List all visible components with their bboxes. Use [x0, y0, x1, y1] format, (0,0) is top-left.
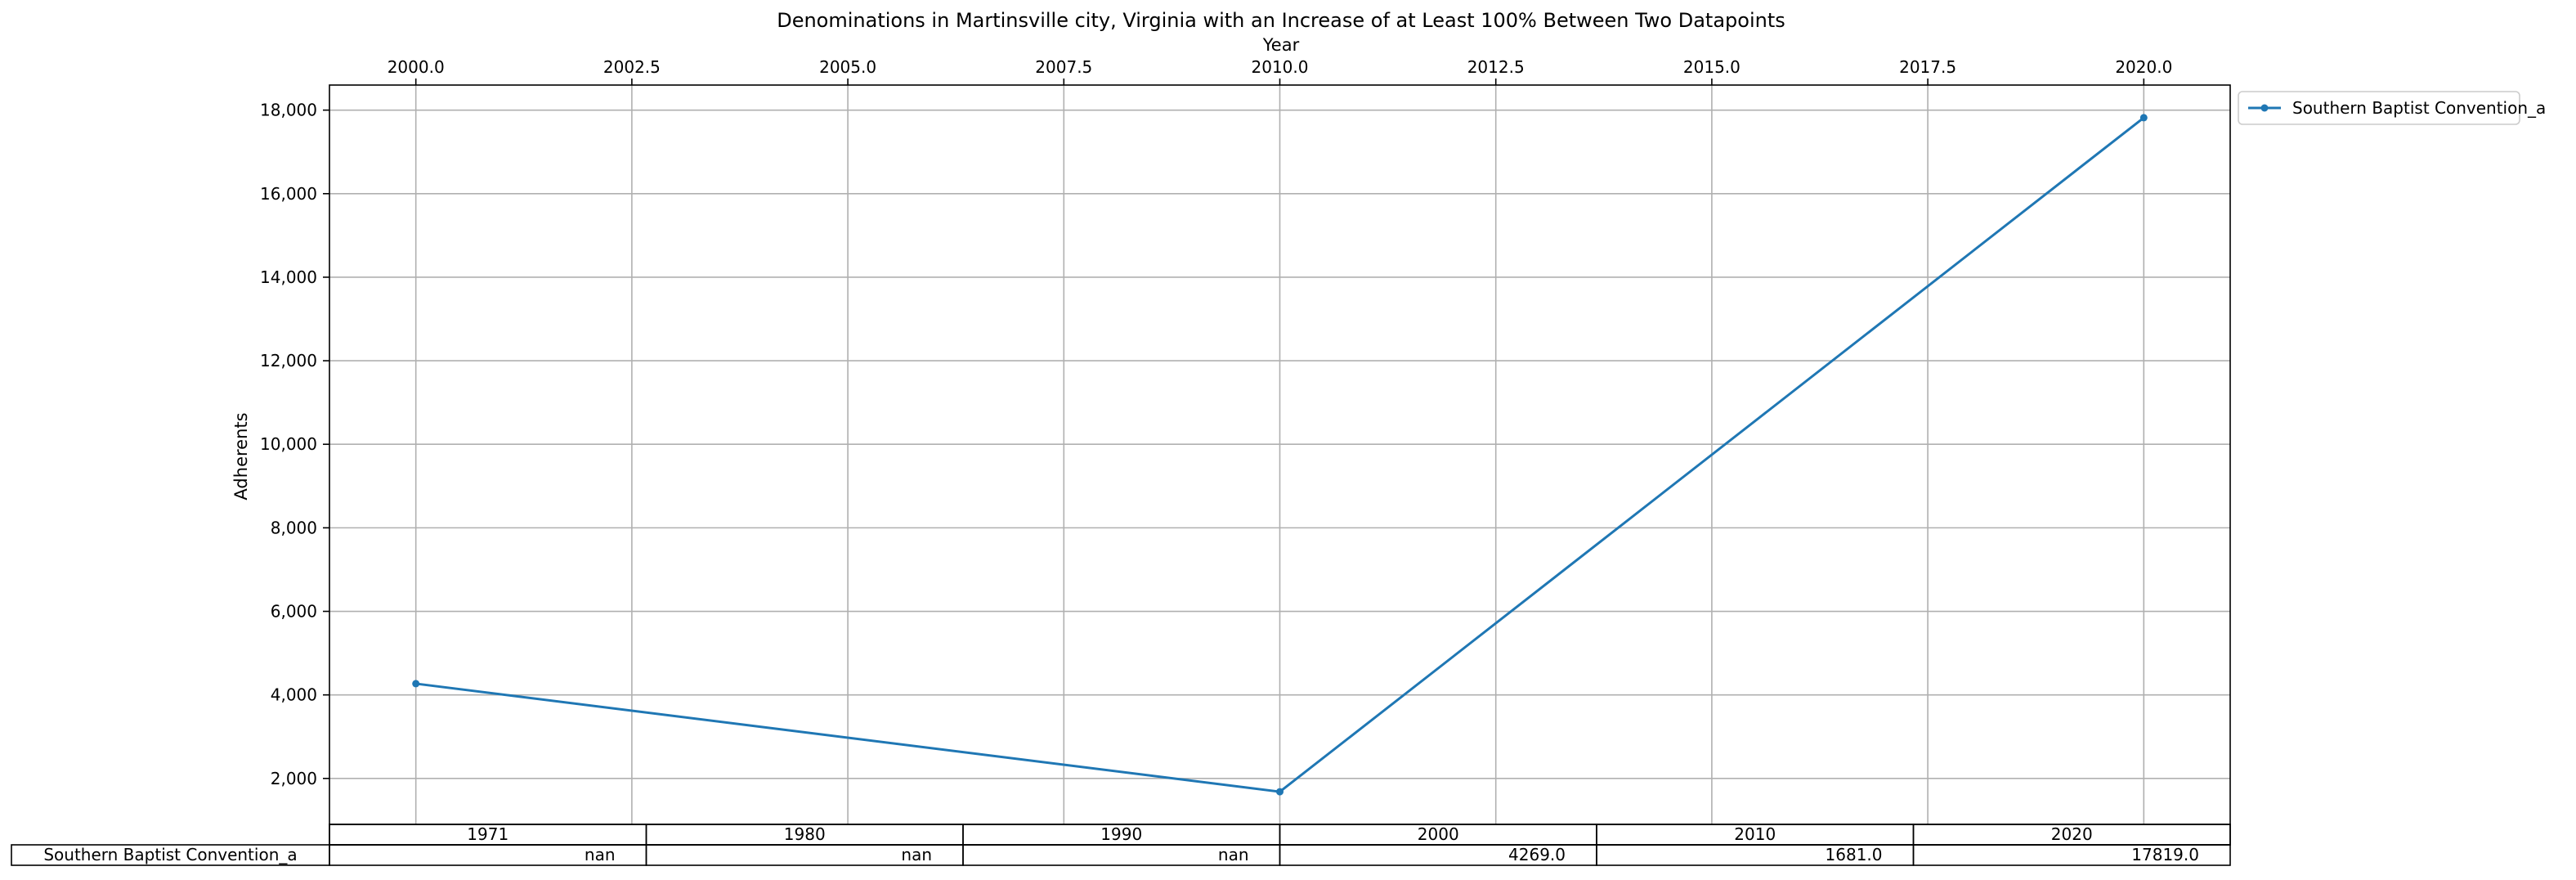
table-column-header: 2010: [1734, 824, 1776, 844]
data-point: [1276, 788, 1284, 796]
y-tick-label: 18,000: [260, 101, 317, 120]
y-tick-label: 10,000: [260, 434, 317, 454]
x-axis-label: Year: [1262, 35, 1300, 55]
legend-swatch-marker: [2260, 104, 2269, 112]
chart-title: Denominations in Martinsville city, Virg…: [777, 9, 1785, 32]
y-tick-label: 4,000: [271, 685, 317, 705]
table-column-header: 1971: [467, 824, 508, 844]
y-tick-label: 8,000: [271, 518, 317, 537]
table-cell-value: 4269.0: [1508, 845, 1566, 864]
table-cell: [1912, 844, 2231, 866]
table-cell-value: 17819.0: [2131, 845, 2199, 864]
data-table: 1971 1980 1990 2000 2010 2020 Southern Baptist…: [11, 824, 2231, 866]
x-tick-label: 2015.0: [1683, 57, 1740, 77]
y-axis-ticks: 2,000 4,000 6,000 8,000 10,000 12,000 14,000 16…: [260, 101, 329, 788]
table-column-header: 1990: [1100, 824, 1142, 844]
y-tick-label: 14,000: [260, 267, 317, 287]
legend-box: [2238, 91, 2520, 125]
table-cell-value: nan: [1218, 845, 1249, 864]
y-tick-label: 6,000: [271, 602, 317, 622]
x-tick-label: 2007.5: [1035, 57, 1092, 77]
x-tick-label: 2002.5: [603, 57, 661, 77]
data-point: [2139, 114, 2148, 122]
table-column-header: 2020: [2051, 824, 2093, 844]
table-cell-value: nan: [901, 845, 932, 864]
y-tick-label: 2,000: [271, 769, 317, 788]
y-axis-label: Adherents: [231, 412, 251, 500]
table-row-label: Southern Baptist Convention_a: [43, 845, 297, 864]
y-tick-label: 12,000: [260, 351, 317, 370]
x-tick-label: 2020.0: [2115, 57, 2172, 77]
legend: Southern Baptist Convention_a: [2238, 91, 2546, 125]
table-cell-value: 1681.0: [1826, 845, 1883, 864]
x-tick-label: 2010.0: [1252, 57, 1309, 77]
grid: [329, 85, 2230, 824]
x-tick-label: 2005.0: [819, 57, 876, 77]
legend-entry-label: Southern Baptist Convention_a: [2292, 98, 2546, 118]
x-tick-label: 2000.0: [388, 57, 445, 77]
x-axis-ticks: 2000.0 2002.5 2005.0 2007.5 2010.0 2012.5 2015…: [388, 57, 2172, 85]
table-cell-value: nan: [585, 845, 616, 864]
table-column-header: 1980: [784, 824, 826, 844]
table-column-header: 2000: [1418, 824, 1459, 844]
x-tick-label: 2012.5: [1467, 57, 1525, 77]
x-tick-label: 2017.5: [1899, 57, 1956, 77]
series-layer: [412, 114, 2148, 796]
data-point: [412, 680, 420, 688]
y-tick-label: 16,000: [260, 184, 317, 204]
